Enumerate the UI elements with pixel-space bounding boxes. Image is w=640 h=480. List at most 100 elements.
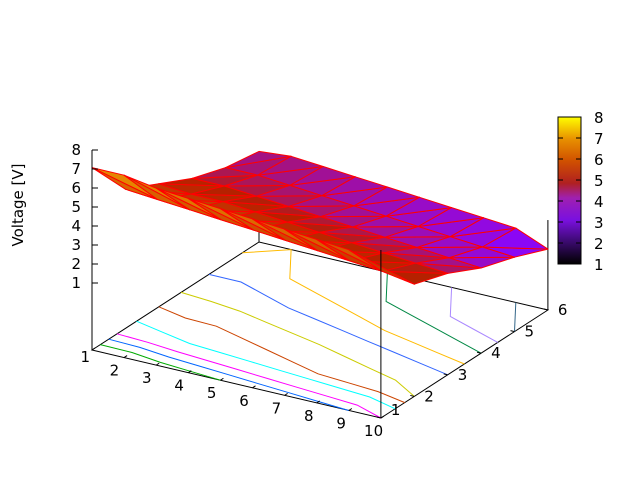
- contour-line: [385, 272, 482, 354]
- colorbar-tick-label: 3: [594, 214, 604, 232]
- contour-line: [136, 320, 396, 410]
- contour-line: [108, 338, 349, 411]
- y-tick-label: 6: [558, 301, 568, 319]
- surface-facet: [321, 176, 388, 197]
- surface-facet: [316, 238, 383, 272]
- y-tick: [476, 351, 482, 354]
- colorbar-tick-label: 2: [594, 235, 604, 253]
- surface-facet: [353, 186, 420, 207]
- y-tick-label: 2: [424, 387, 434, 405]
- z-tick-label: 4: [71, 217, 81, 235]
- colorbar-tick-label: 1: [594, 256, 604, 274]
- x-tick: [284, 392, 288, 396]
- colorbar-tick-label: 6: [594, 151, 604, 169]
- surface-facet: [222, 195, 289, 207]
- surface-facet: [191, 167, 259, 179]
- surface-facet: [289, 166, 356, 186]
- x-tick-label: 1: [80, 348, 90, 366]
- surface-facet: [190, 185, 257, 197]
- z-tick-label: 7: [71, 160, 81, 178]
- z-tick-label: 8: [71, 141, 81, 159]
- x-tick: [220, 377, 224, 381]
- surface-facet: [348, 249, 415, 285]
- contour-line: [514, 302, 517, 332]
- x-tick: [252, 385, 256, 389]
- y-tick-label: 5: [525, 323, 535, 341]
- x-tick-label: 6: [239, 392, 249, 410]
- y-tick: [543, 308, 549, 311]
- contour-lines: [100, 249, 517, 419]
- z-axis-label: Voltage [V]: [9, 164, 27, 247]
- contour-line: [180, 291, 415, 397]
- contour-line: [116, 333, 382, 419]
- surface-facet: [252, 218, 319, 252]
- x-tick-label: 10: [364, 422, 383, 440]
- x-tick-label: 5: [207, 384, 217, 402]
- z-tick-label: 1: [71, 274, 81, 292]
- contour-line: [100, 344, 221, 381]
- surface-facet: [449, 217, 517, 238]
- x-tick: [316, 400, 320, 404]
- surface-facet: [158, 177, 225, 187]
- x-tick: [123, 355, 128, 358]
- colorbar-tick-label: 7: [594, 130, 604, 148]
- surface-facet: [318, 226, 386, 238]
- x-tick-label: 3: [142, 369, 152, 387]
- surface-facet: [385, 196, 453, 217]
- x-tick-label: 4: [174, 377, 184, 395]
- contour-line: [449, 287, 499, 343]
- contour-line: [208, 273, 448, 376]
- x-tick-label: 2: [110, 362, 120, 380]
- y-tick-label: 4: [491, 344, 501, 362]
- contour-line: [242, 249, 465, 365]
- x-tick: [188, 370, 192, 374]
- surface-facet: [417, 207, 485, 227]
- x-tick: [348, 408, 353, 411]
- contour-line: [158, 306, 405, 404]
- surface-facet: [255, 184, 323, 197]
- surface-facet: [254, 206, 322, 218]
- z-tick-label: 3: [71, 236, 81, 254]
- surface-facet: [481, 227, 549, 250]
- surface-facet: [415, 257, 482, 269]
- surface-facet: [219, 208, 287, 241]
- surface-facet: [223, 174, 291, 187]
- y-tick-label: 1: [391, 401, 401, 419]
- y-tick: [443, 373, 448, 376]
- colorbar-tick-label: 8: [594, 109, 604, 127]
- colorbar-tick-label: 4: [594, 193, 604, 211]
- surface-facet: [123, 174, 191, 211]
- x-tick-label: 7: [272, 399, 282, 417]
- surface-facet: [286, 216, 354, 228]
- z-tick-label: 6: [71, 179, 81, 197]
- y-tick: [510, 330, 515, 333]
- z-tick-label: 2: [71, 255, 81, 273]
- surface-facet: [320, 205, 387, 218]
- x-tick-label: 9: [336, 414, 346, 432]
- y-tick: [376, 416, 382, 419]
- surface-facet: [284, 228, 351, 262]
- colorbar-tick-label: 5: [594, 172, 604, 190]
- surface-facet: [416, 236, 483, 248]
- surface-facet: [257, 155, 324, 176]
- y-tick: [410, 394, 415, 397]
- surface-facet: [381, 262, 449, 274]
- surface-facet: [155, 187, 223, 221]
- surface-facet: [383, 247, 450, 259]
- surface-facet: [187, 197, 255, 231]
- surface-facet: [91, 167, 158, 200]
- surface-mesh: [91, 150, 549, 285]
- x-tick: [380, 415, 385, 419]
- x-tick: [91, 347, 96, 351]
- surface-facet: [352, 215, 419, 228]
- z-tick-label: 5: [71, 198, 81, 216]
- x-tick-label: 8: [304, 407, 314, 425]
- surface-facet: [225, 150, 292, 169]
- colorbar: 1 2 3 4 5 6 7 8: [557, 109, 604, 274]
- surface-facet: [350, 236, 418, 248]
- surface-facet: [384, 226, 451, 238]
- colorbar-gradient: [557, 116, 582, 265]
- surface-facet: [448, 246, 515, 259]
